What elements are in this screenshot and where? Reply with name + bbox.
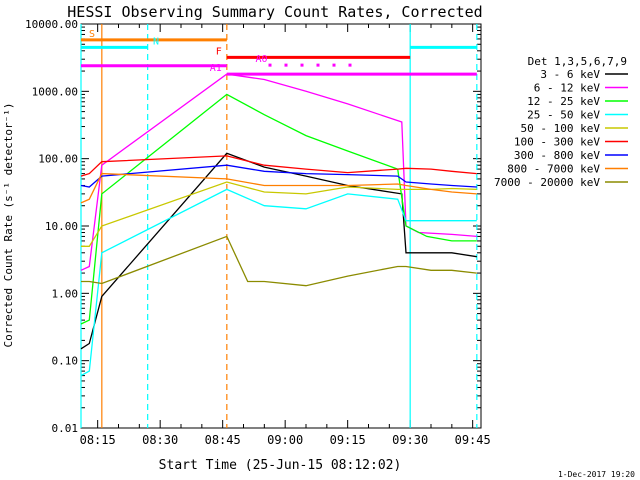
- series-line-7: [80, 172, 477, 204]
- y-axis-label: Corrected Count Rate (s⁻¹ detector⁻¹): [2, 102, 15, 347]
- flag-label-1: N: [153, 36, 159, 47]
- series-line-8: [81, 235, 477, 287]
- flag-label-5: A0: [255, 54, 267, 65]
- series-line-1: [80, 73, 477, 271]
- legend-label-4: 50 - 100 keV: [521, 122, 601, 135]
- plot-area: 10000.001000.00100.0010.001.000.100.0108…: [25, 18, 491, 447]
- y-tick-label-0: 10000.00: [25, 18, 78, 31]
- legend-title: Det 1,3,5,6,7,9: [528, 55, 627, 68]
- x-tick-label-3: 09:00: [267, 433, 303, 447]
- legend-label-3: 25 - 50 keV: [527, 109, 600, 122]
- legend-label-7: 800 - 7000 keV: [507, 163, 600, 176]
- series-line-5: [80, 155, 477, 177]
- legend-label-8: 7000 - 20000 keV: [494, 176, 600, 189]
- y-tick-label-2: 100.00: [38, 153, 78, 166]
- series-line-0: [80, 152, 477, 350]
- series-line-4: [81, 181, 477, 247]
- y-tick-label-3: 10.00: [45, 220, 78, 233]
- y-tick-label-5: 0.10: [52, 355, 79, 368]
- flag-label-0: S: [89, 29, 95, 40]
- legend-label-1: 6 - 12 keV: [534, 82, 601, 95]
- chart-title: HESSI Observing Summary Count Rates, Cor…: [67, 3, 482, 21]
- legend-label-2: 12 - 25 keV: [527, 95, 600, 108]
- footer-timestamp: 1-Dec-2017 19:20: [558, 470, 635, 479]
- y-tick-label-4: 1.00: [52, 287, 79, 300]
- x-tick-label-0: 08:15: [80, 433, 116, 447]
- x-tick-label-4: 09:15: [330, 433, 366, 447]
- x-tick-label-1: 08:30: [142, 433, 178, 447]
- series-line-3: [80, 188, 477, 377]
- x-tick-label-2: 08:45: [205, 433, 241, 447]
- x-tick-label-5: 09:30: [392, 433, 428, 447]
- series-line-2: [80, 93, 477, 325]
- legend-label-6: 300 - 800 keV: [514, 149, 600, 162]
- y-tick-label-1: 1000.00: [32, 85, 78, 98]
- y-tick-label-6: 0.01: [52, 422, 79, 435]
- flag-label-6: A1: [210, 63, 222, 74]
- legend-label-0: 3 - 6 keV: [540, 68, 600, 81]
- legend-label-5: 100 - 300 keV: [514, 136, 600, 149]
- x-tick-label-6: 09:45: [455, 433, 491, 447]
- flag-label-4: F: [216, 46, 222, 57]
- x-axis-label: Start Time (25-Jun-15 08:12:02): [159, 458, 402, 473]
